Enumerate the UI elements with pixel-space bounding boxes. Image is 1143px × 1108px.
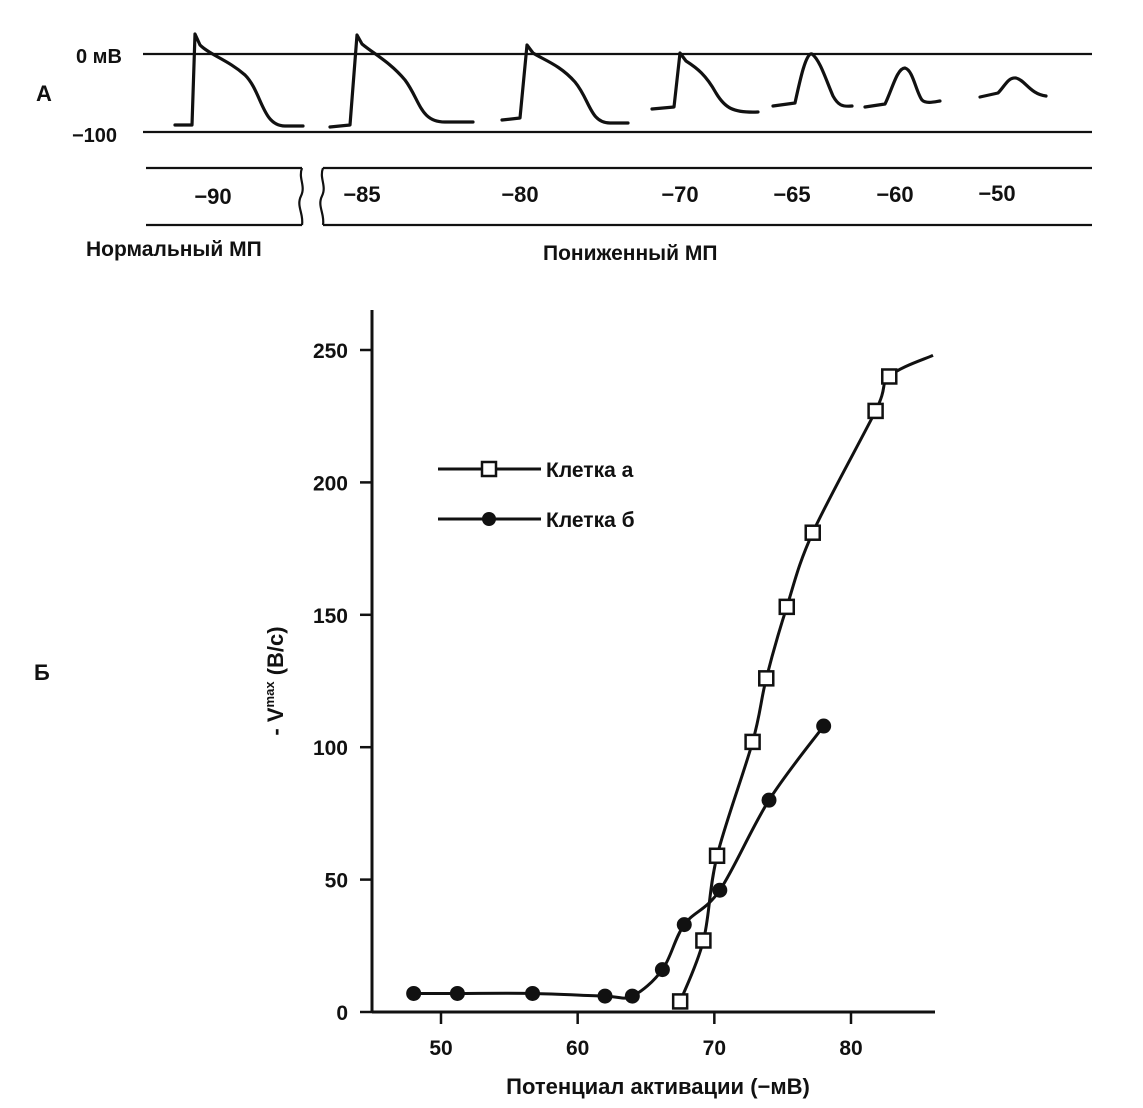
y-axis-label: - Vmax (В/с) — [262, 626, 288, 735]
reduced-mp-label: Пониженный МП — [543, 242, 717, 265]
series-layer — [406, 353, 934, 1010]
y-tick-label: 0 — [336, 1002, 348, 1025]
potential-label: −60 — [876, 182, 913, 207]
data-point-cell-a — [758, 670, 775, 687]
data-point-cell-b — [624, 988, 640, 1004]
potential-label: −50 — [978, 181, 1015, 206]
minus-100-label: −100 — [72, 125, 117, 147]
y-ticks: 0 50 100 150 200 250 — [313, 340, 372, 1025]
action-potential-trace — [771, 52, 854, 108]
panel-a: А 0 мВ −100 −90 −85 −80 −70 −65 −60 −50 … — [36, 32, 1092, 265]
legend-marker-cell-b — [482, 512, 496, 526]
panel-b: Б 0 50 100 150 200 250 50 60 70 80 Потенциал акт… — [34, 310, 935, 1099]
x-tick-label: 70 — [703, 1037, 726, 1060]
x-tick-label: 80 — [839, 1037, 862, 1060]
y-tick-label: 250 — [313, 340, 348, 363]
legend-marker-cell-a — [480, 460, 498, 478]
data-point-cell-a — [744, 733, 761, 751]
potential-label: −65 — [773, 182, 810, 207]
data-point-cell-b — [406, 985, 422, 1001]
data-point-cell-b — [816, 718, 832, 734]
action-potential-trace — [500, 43, 630, 125]
normal-mp-label: Нормальный МП — [86, 238, 262, 261]
legend-label-cell-a: Клетка а — [546, 459, 634, 482]
data-point-cell-b — [449, 985, 465, 1001]
legend: Клетка а Клетка б — [438, 459, 635, 532]
data-point-cell-a — [867, 402, 884, 420]
y-tick-label: 150 — [313, 605, 348, 628]
x-axis-label: Потенциал активации (−мВ) — [506, 1074, 810, 1099]
legend-label-cell-b: Клетка б — [546, 509, 635, 532]
x-tick-label: 50 — [429, 1037, 452, 1060]
data-point-cell-a — [881, 368, 898, 385]
scale-break-left — [298, 167, 304, 226]
potential-label: −80 — [501, 182, 538, 207]
data-point-cell-b — [712, 882, 728, 898]
data-point-cell-a — [671, 993, 689, 1010]
action-potential-trace — [650, 51, 760, 114]
potential-label: −85 — [343, 182, 380, 207]
series-line-cell-b — [413, 725, 825, 1000]
x-tick-label: 60 — [566, 1037, 589, 1060]
y-tick-label: 200 — [313, 472, 348, 495]
y-axis-label-superscript: max — [262, 681, 277, 708]
data-point-cell-b — [525, 985, 541, 1001]
data-point-cell-a — [804, 524, 821, 541]
data-point-cell-b — [761, 792, 777, 808]
y-tick-label: 50 — [325, 870, 348, 893]
x-ticks: 50 60 70 80 — [429, 1012, 863, 1060]
data-point-cell-a — [778, 598, 796, 616]
panel-b-label: Б — [34, 660, 50, 685]
data-point-cell-a — [708, 847, 726, 865]
y-axis-label-main: - V — [263, 707, 288, 735]
action-potential-trace — [173, 32, 305, 128]
action-potential-trace — [328, 33, 475, 129]
panel-a-label: А — [36, 81, 52, 106]
potential-label: −90 — [194, 184, 231, 209]
series-line-cell-a — [678, 353, 934, 1002]
data-point-cell-b — [654, 962, 670, 978]
data-point-cell-b — [676, 917, 692, 933]
action-potential-trace — [978, 76, 1048, 99]
data-point-cell-b — [597, 988, 613, 1004]
y-axis-label-unit: (В/с) — [263, 626, 288, 681]
y-tick-label: 100 — [313, 737, 348, 760]
action-potential-trace — [863, 66, 942, 109]
data-point-cell-a — [695, 932, 712, 949]
potential-label: −70 — [661, 182, 698, 207]
zero-mv-label: 0 мВ — [76, 46, 122, 68]
scale-break-right — [319, 167, 325, 226]
